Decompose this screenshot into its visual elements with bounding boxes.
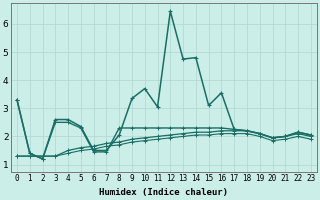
X-axis label: Humidex (Indice chaleur): Humidex (Indice chaleur) (100, 188, 228, 197)
